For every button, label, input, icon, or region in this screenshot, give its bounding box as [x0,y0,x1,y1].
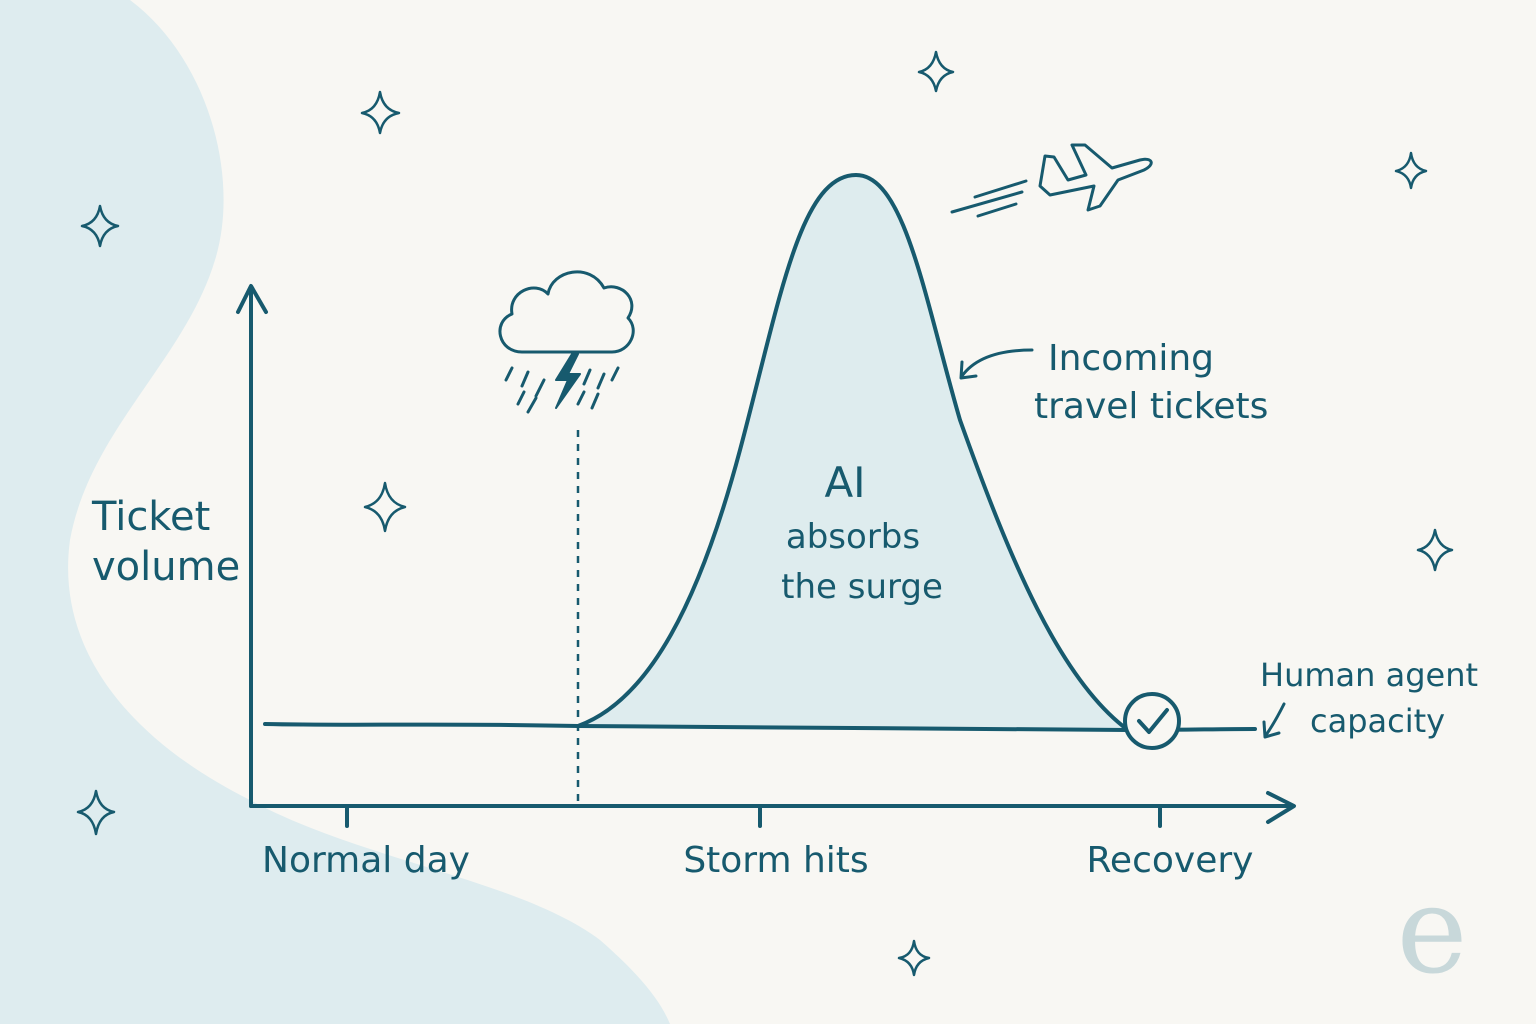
incoming-tickets-curve [576,172,1130,732]
y-axis-arrowhead [236,284,268,314]
x-axis-arrowhead [1266,791,1296,824]
curve-label-arrow [960,348,1034,378]
surge-area [578,175,1128,730]
x-tick-label-storm-hits: Storm hits [683,840,868,881]
background-blob [0,0,670,1024]
sparkles [76,50,1454,977]
axes [236,284,1296,828]
capacity-label-line1: Human agent [1260,656,1478,694]
airplane-icon [950,143,1153,218]
capacity-label-arrow [1264,702,1286,737]
surge-label-line1: AI [824,458,865,507]
brand-logo: e [1396,862,1467,1001]
sparkle-icon [360,90,401,135]
sparkle-icon [1416,528,1454,572]
sparkle-icon [363,481,407,533]
sparkle-icon [76,789,116,836]
x-tick-label-recovery: Recovery [1087,840,1254,881]
surge-label-line2: absorbs [786,517,920,557]
curve-label-line1: Incoming [1048,338,1214,379]
sparkle-icon [917,50,955,93]
surge-label-line3: the surge [781,567,943,607]
sparkle-icon [80,204,120,248]
x-tick-label-normal-day: Normal day [262,840,470,881]
y-axis-label-line2: volume [92,544,240,590]
sparkle-icon [897,939,931,977]
curve-label-line2: travel tickets [1034,386,1268,427]
storm-cloud-icon [498,270,635,414]
annotation-arrows [959,348,1286,739]
y-axis-label-line1: Ticket [91,494,210,540]
capacity-label-line2: capacity [1310,702,1445,740]
sparkle-icon [1394,151,1428,190]
checkmark-icon [1123,692,1181,750]
